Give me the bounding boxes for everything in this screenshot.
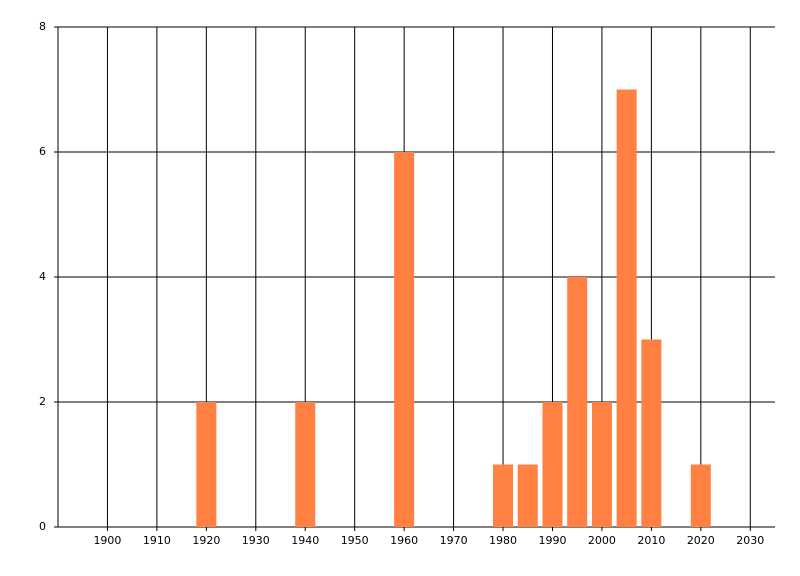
x-tick-label: 1990 [538,534,566,547]
x-tick-label: 1940 [291,534,319,547]
x-tick-label: 1950 [341,534,369,547]
x-tick-label: 1930 [242,534,270,547]
bar [517,464,538,527]
x-tick-label: 1920 [192,534,220,547]
bar [196,402,217,527]
x-tick-label: 1980 [489,534,517,547]
x-tick-label: 2020 [687,534,715,547]
x-tick-label: 1970 [440,534,468,547]
y-tick-label: 2 [39,395,46,408]
bar [641,339,662,527]
bar [542,402,563,527]
bar [493,464,514,527]
bar [394,152,415,527]
bar [616,89,637,527]
y-tick-label: 6 [39,145,46,158]
x-tick-label: 1900 [93,534,121,547]
x-tick-label: 2030 [736,534,764,547]
x-tick-label: 1910 [143,534,171,547]
y-tick-label: 8 [39,20,46,33]
x-tick-label: 1960 [390,534,418,547]
bar [567,277,588,527]
y-tick-label: 4 [39,270,46,283]
bar [295,402,316,527]
x-tick-label: 2010 [637,534,665,547]
y-tick-label: 0 [39,520,46,533]
x-tick-label: 2000 [588,534,616,547]
bar [690,464,711,527]
bar [591,402,612,527]
